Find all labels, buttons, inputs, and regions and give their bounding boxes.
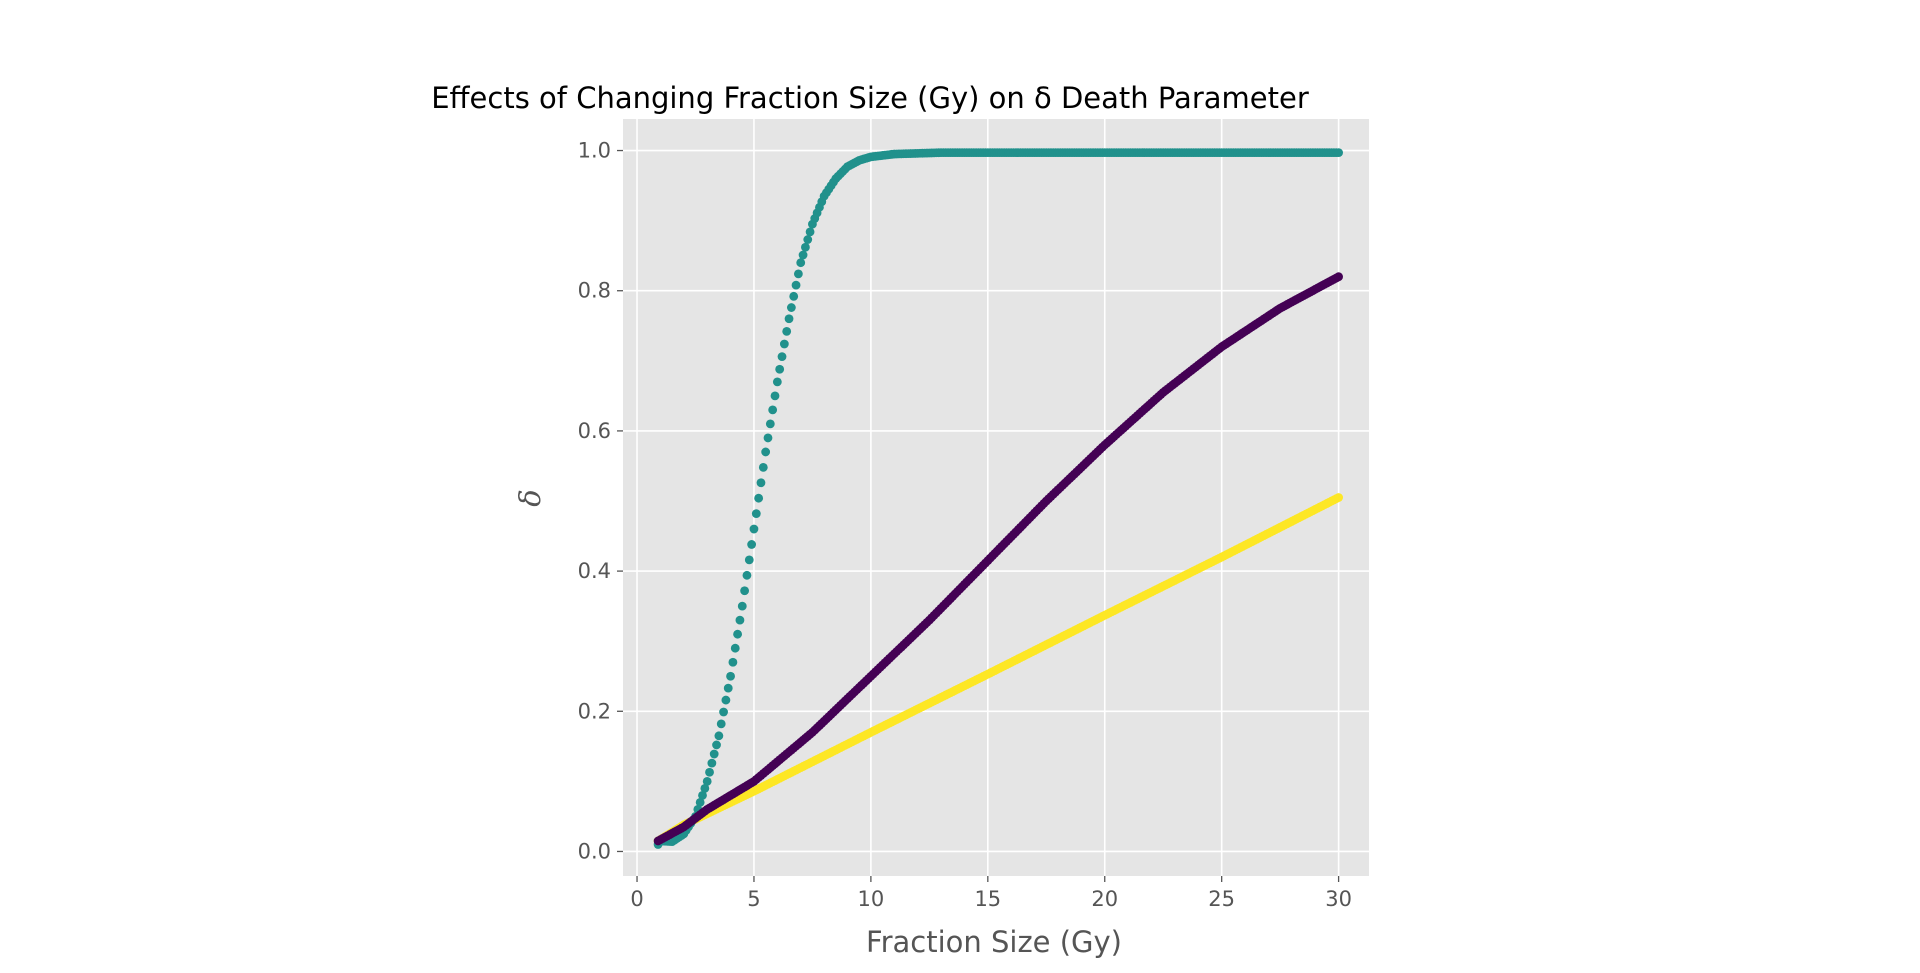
data-point	[770, 391, 780, 401]
data-point	[758, 462, 768, 472]
y-tick-label-2: 0.4	[578, 559, 611, 583]
data-point	[796, 258, 806, 268]
data-point	[723, 683, 733, 693]
data-point	[714, 731, 724, 741]
data-point	[793, 269, 803, 279]
data-point	[737, 601, 747, 611]
data-point	[719, 707, 728, 717]
data-point	[789, 291, 799, 301]
data-point	[742, 570, 752, 580]
data-point	[775, 364, 785, 374]
data-point	[1334, 493, 1343, 502]
x-gridlines	[636, 119, 1340, 876]
data-point	[709, 749, 719, 759]
y-tick-label-4: 0.8	[578, 279, 611, 303]
x-tick-label-3: 15	[974, 887, 1001, 911]
data-point	[744, 555, 754, 565]
data-point	[749, 524, 759, 534]
data-point	[784, 314, 794, 324]
data-point	[1334, 272, 1343, 282]
plot-area-background	[623, 119, 1369, 876]
y-tick-label-0: 0.0	[578, 839, 611, 863]
data-point	[768, 405, 778, 415]
data-point	[695, 798, 705, 807]
data-point	[705, 767, 714, 777]
x-tick-label-0: 0	[630, 887, 643, 911]
data-point	[779, 339, 789, 349]
x-tick-label-4: 20	[1091, 887, 1118, 911]
data-point	[733, 629, 742, 639]
series-2	[653, 272, 1343, 846]
data-point	[712, 740, 721, 750]
data-point	[782, 326, 792, 336]
data-point	[735, 615, 745, 625]
x-tick-label-5: 25	[1208, 887, 1235, 911]
y-tick-label-1: 0.2	[578, 699, 611, 723]
x-tick-label-2: 10	[858, 887, 885, 911]
data-point	[698, 790, 707, 800]
data-point	[801, 242, 810, 252]
y-axis-ticks: 0.0 0.2 0.4 0.6 0.8 1.0	[578, 139, 623, 863]
data-point	[700, 783, 710, 793]
data-point	[765, 419, 775, 429]
data-point	[728, 657, 738, 667]
y-tick-label-3: 0.6	[578, 419, 611, 443]
series-1	[653, 148, 1343, 849]
data-point	[805, 227, 815, 237]
data-point	[763, 433, 773, 443]
y-axis-label: δ	[513, 489, 547, 506]
data-point	[798, 250, 808, 260]
data-point	[747, 540, 757, 549]
data-point	[777, 352, 787, 362]
data-point	[716, 719, 726, 729]
data-point	[803, 235, 813, 244]
data-point	[772, 377, 782, 387]
y-tick-label-5: 1.0	[578, 139, 611, 163]
x-tick-label-1: 5	[747, 887, 760, 911]
data-point	[721, 695, 731, 705]
data-point	[751, 509, 761, 519]
x-axis-label: Fraction Size (Gy)	[866, 925, 1122, 959]
series-layer	[653, 148, 1343, 849]
x-axis-ticks: 0 5 10 15 20 25 30	[630, 876, 1352, 911]
data-point	[726, 671, 735, 681]
data-point	[756, 478, 766, 488]
x-tick-label-6: 30	[1325, 887, 1352, 911]
data-point	[754, 493, 764, 503]
data-point	[791, 280, 801, 290]
data-point	[761, 447, 771, 457]
data-point	[707, 758, 717, 768]
data-point	[786, 303, 796, 312]
data-point	[1334, 148, 1343, 158]
data-point	[702, 776, 712, 786]
data-point	[730, 643, 740, 653]
data-point	[740, 586, 750, 596]
chart-title: Effects of Changing Fraction Size (Gy) o…	[431, 81, 1309, 115]
